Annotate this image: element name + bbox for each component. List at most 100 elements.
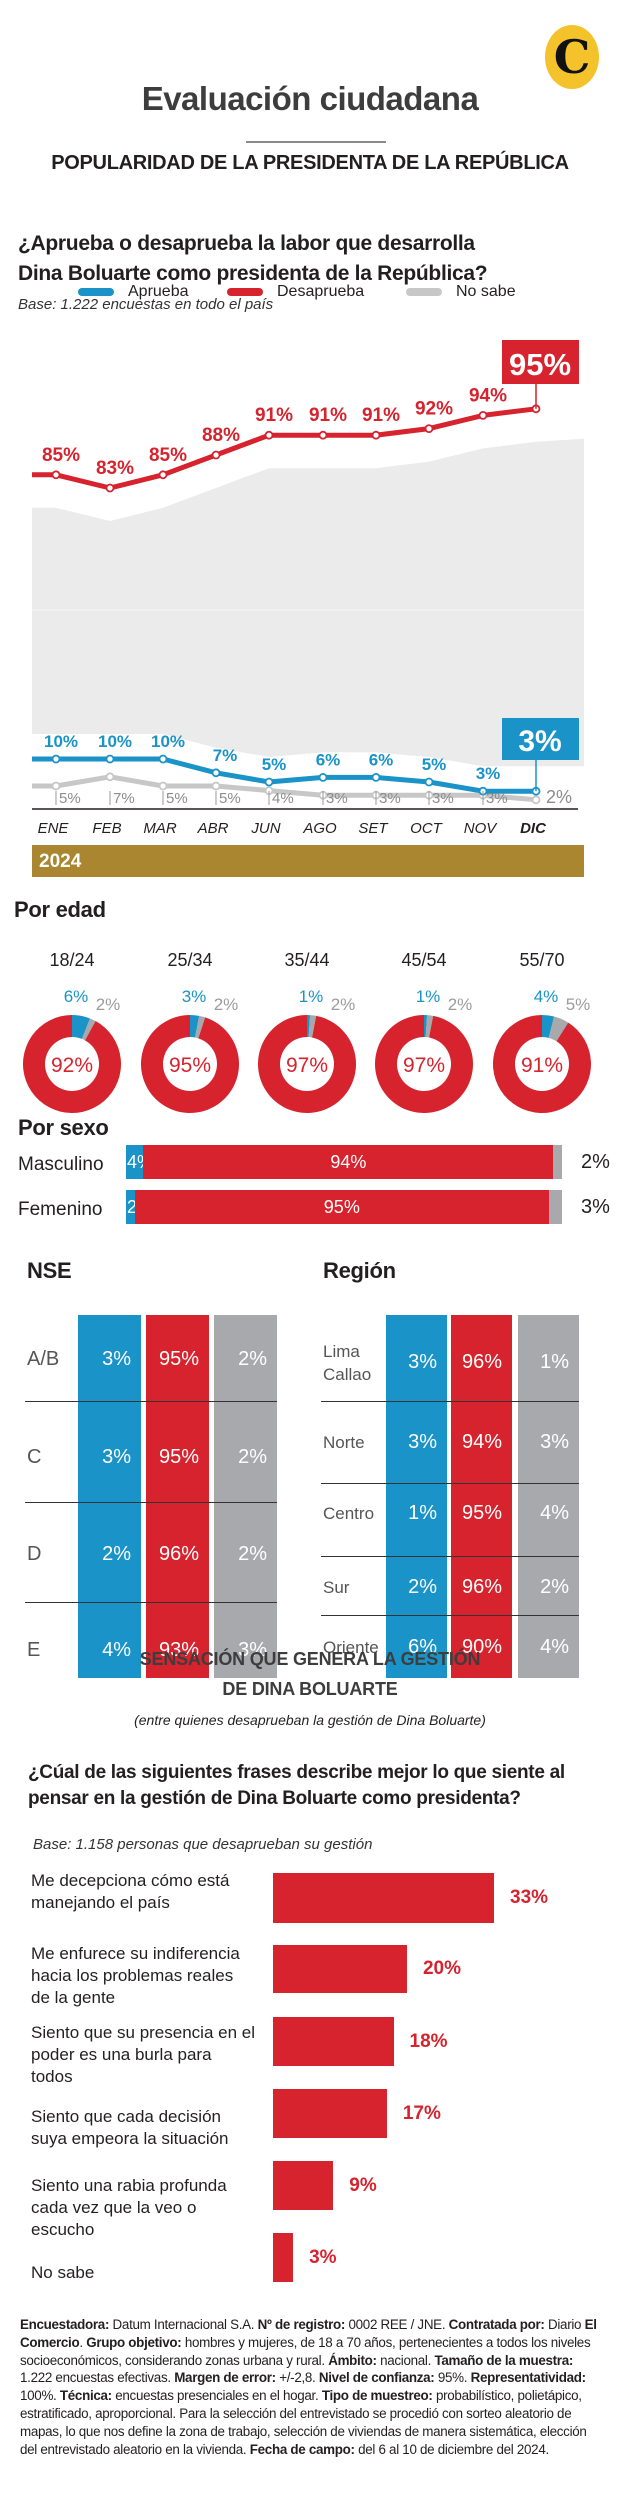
x-tick-oct: OCT: [410, 820, 444, 837]
donut-slice-no-sabe: [548, 1016, 569, 1042]
footnote-key: Representatividad:: [470, 2370, 586, 2386]
point-desaprueba-oct: [424, 424, 434, 433]
footnote-key: Grupo objetivo:: [86, 2334, 182, 2350]
donut-slice-aprueba: [307, 1015, 311, 1038]
donut-slice-desaprueba: [141, 1015, 239, 1113]
legend-swatch-no-sabe: [406, 288, 442, 296]
donut-slice-no-sabe: [308, 1015, 317, 1038]
age-group-label: 35/44: [284, 950, 330, 970]
question-line-1: ¿Aprueba o desaprueba la labor que desar…: [18, 232, 475, 255]
cell-no-sabe: 4%: [540, 1636, 569, 1658]
sensation-bar: [273, 2089, 387, 2138]
age-group-label: 55/70: [519, 950, 565, 970]
donut-slice-aprueba: [190, 1015, 200, 1038]
label-no-sabe-mar: 5%: [166, 790, 188, 807]
row-divider: [321, 1615, 579, 1616]
label-aprueba-ene: 10%: [44, 732, 78, 751]
label-aprueba-oct: 5%: [422, 755, 447, 774]
cell-desaprueba: 96%: [461, 1576, 502, 1598]
footnote-key: Fecha de campo:: [249, 2441, 355, 2457]
row-divider: [25, 1502, 277, 1503]
age-donut: 25/34 95% 3% 2%: [135, 950, 245, 1140]
sensation-label: Me enfurece su indiferencia hacia los pr…: [31, 1944, 240, 2007]
column-no-sabe: [518, 1315, 579, 1678]
label-aprueba-feb: 10%: [98, 732, 132, 751]
footnote-value: 0002 REE / JNE.: [345, 2317, 449, 2332]
point-desaprueba-ago: [318, 430, 328, 440]
label-desaprueba-abr: 88%: [202, 425, 240, 446]
stacked-bar: 4% 94%: [126, 1145, 562, 1179]
survey-methodology-footnote: Encuestadora: Datum Internacional S.A. N…: [20, 2316, 600, 2458]
value-desaprueba: 94%: [330, 1152, 367, 1172]
label-aprueba-set: 6%: [369, 750, 394, 769]
point-aprueba-set: [371, 772, 381, 782]
donut-aprueba-value: 1%: [299, 987, 324, 1006]
point-no-sabe-mar: [158, 781, 168, 791]
label-desaprueba-ene: 85%: [42, 445, 80, 466]
point-aprueba-ago: [318, 772, 328, 782]
donut-svg: 97% 1% 2%: [375, 987, 473, 1113]
bar-segment-no-sabe: [548, 1190, 562, 1224]
donut-slice-no-sabe: [81, 1018, 96, 1041]
section-title: POPULARIDAD DE LA PRESIDENTA DE LA REPÚB…: [51, 152, 569, 174]
donut-no-sabe-value: 2%: [214, 995, 239, 1014]
donut-center-value: 97%: [286, 1054, 328, 1077]
footnote-value: 95%.: [434, 2370, 471, 2386]
label-no-sabe-ene: 5%: [59, 790, 81, 807]
sensation-value: 3%: [309, 2246, 337, 2268]
sensation-bar: [273, 2233, 294, 2282]
footnote-key: Nº de registro:: [257, 2317, 346, 2332]
donut-slice-desaprueba: [493, 1015, 591, 1113]
legend-label: Aprueba: [128, 283, 189, 300]
x-tick-dic: DIC: [520, 820, 547, 837]
label-desaprueba-nov: 94%: [469, 385, 507, 406]
approval-line-chart: 85% 83% 85% 88% 91% 91% 91% 92% 94%95% 10% 10% 10% 7…: [32, 340, 584, 837]
sensation-title-line-1: SENSACIÓN QUE GENERA LA GESTIÓN: [139, 1649, 481, 1669]
sex-row: Masculino 4% 94% 2%: [18, 1145, 618, 1181]
donut-center-value: 92%: [51, 1054, 93, 1077]
x-tick-mar: MAR: [143, 820, 177, 837]
footnote-value: Diario: [544, 2317, 585, 2332]
donut-slice-aprueba: [72, 1015, 91, 1039]
column-desaprueba: [146, 1315, 209, 1678]
footnote-key: Nivel de confianza:: [318, 2370, 435, 2386]
legend-swatch-aprueba: [78, 288, 114, 296]
footnote-key: Contratada por:: [448, 2317, 545, 2332]
sensation-label: No sabe: [31, 2263, 95, 2282]
point-aprueba-ene: [51, 754, 61, 764]
label-no-sabe-feb: 7%: [113, 790, 135, 807]
sensation-value: 18%: [409, 2030, 448, 2052]
question: ¿Aprueba o desaprueba la labor que desar…: [18, 229, 578, 289]
row-label: Oriente: [323, 1638, 379, 1657]
cell-aprueba: 1%: [408, 1502, 437, 1524]
point-aprueba-jun: [264, 777, 274, 787]
point-desaprueba-feb: [105, 483, 115, 493]
cell-aprueba: 2%: [408, 1576, 437, 1598]
row-label: C: [27, 1446, 42, 1468]
donut-no-sabe-value: 2%: [448, 995, 473, 1014]
sensation-label: Me decepciona cómo está manejando el paí…: [31, 1871, 230, 1912]
label-desaprueba-oct: 92%: [415, 399, 453, 420]
point-aprueba-mar: [158, 754, 168, 764]
point-no-sabe-feb: [105, 772, 115, 782]
donut-svg: 95% 3% 2%: [141, 987, 239, 1113]
value-desaprueba: 95%: [323, 1197, 360, 1217]
sensation-base-note: Base: 1.158 personas que desaprueban su …: [33, 1836, 373, 1853]
x-tick-abr: ABR: [197, 820, 229, 837]
point-no-sabe-abr: [211, 781, 221, 791]
label-desaprueba-set: 91%: [362, 405, 400, 426]
year-bar: 2024: [32, 845, 584, 877]
donut-aprueba-value: 3%: [182, 987, 207, 1006]
label-no-sabe-oct: 3%: [432, 790, 454, 807]
legend-label: Desaprueba: [277, 283, 365, 300]
row-label: E: [27, 1639, 41, 1661]
age-donut: 45/54 97% 1% 2%: [369, 950, 479, 1140]
highlight-box-desaprueba: [502, 340, 579, 384]
footnote-value: nacional.: [376, 2352, 435, 2368]
sensation-question: ¿Cúal de las siguientes frases describe …: [28, 1762, 565, 1809]
footnote-value: del 6 al 10 de diciembre del 2024.: [354, 2441, 549, 2457]
label-no-sabe-jun: 4%: [272, 790, 294, 807]
row-divider: [321, 1401, 579, 1402]
donut-aprueba-value: 6%: [64, 987, 89, 1006]
cell-no-sabe: 3%: [238, 1639, 267, 1661]
